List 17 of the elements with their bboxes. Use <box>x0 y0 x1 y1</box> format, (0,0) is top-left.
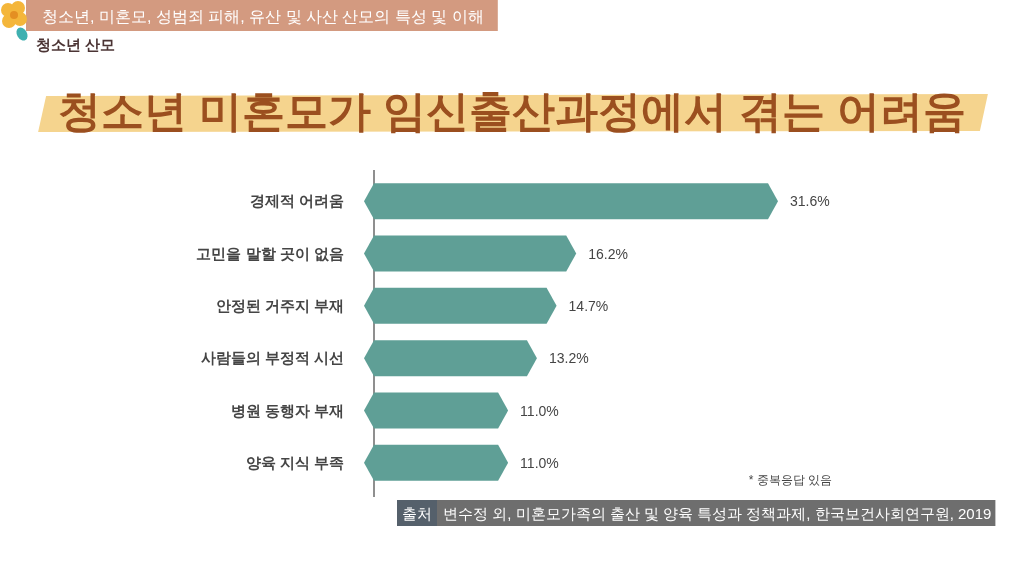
category: 사람들의 부정적 시선 <box>200 349 344 367</box>
source-tag: 출처 <box>397 500 437 526</box>
category: 양육 지식 부족 <box>245 453 344 471</box>
note: * 중복응답 있음 <box>748 473 832 487</box>
category: 고민을 말할 곳이 없음 <box>196 244 344 262</box>
value-label: 14.7% <box>568 297 609 314</box>
header: 청소년, 미혼모, 성범죄 피해, 유산 및 사산 산모의 특성 및 이해 <box>26 0 498 31</box>
value-label: 13.2% <box>548 350 589 367</box>
value-label: 16.2% <box>588 245 628 262</box>
section: 청소년 산모 <box>36 36 116 53</box>
value-label: 31.6% <box>790 193 830 210</box>
category: 안정된 거주지 부재 <box>215 296 344 314</box>
value-label: 11.0% <box>520 454 559 471</box>
category: 경제적 어려움 <box>249 192 344 210</box>
source: 변수정 외, 미혼모가족의 출산 및 양육 특성과 정책과제, 한국보건사회연구원, 2019 <box>437 500 996 526</box>
value-label: 11.0% <box>520 402 559 419</box>
category: 병원 동행자 부재 <box>230 401 344 419</box>
